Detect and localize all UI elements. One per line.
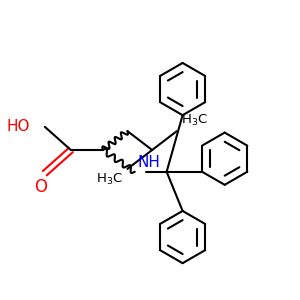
Text: O: O [34, 178, 47, 196]
Text: NH: NH [138, 155, 161, 170]
Text: HO: HO [7, 119, 30, 134]
Text: H$_3$C: H$_3$C [181, 112, 208, 128]
Text: H$_3$C: H$_3$C [96, 172, 123, 188]
